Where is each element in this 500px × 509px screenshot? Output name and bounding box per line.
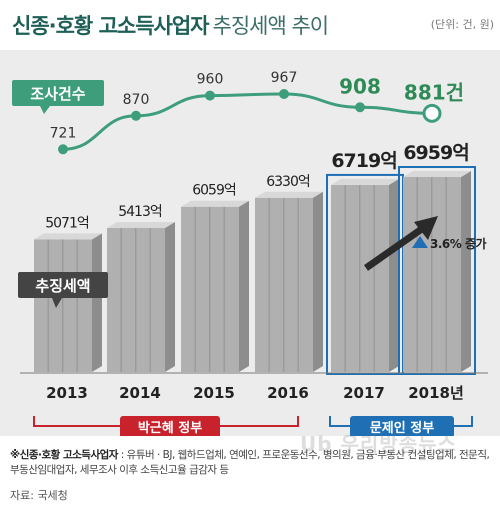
- line-point: [131, 110, 141, 121]
- bar-stripe: [268, 197, 270, 372]
- title-main: 신종·호황 고소득사업자: [12, 14, 209, 38]
- bar-3: [255, 191, 323, 372]
- park-label-box: [120, 416, 220, 436]
- bar-1: [107, 222, 175, 372]
- bar-top: [181, 200, 249, 207]
- bar-stripe: [416, 177, 418, 372]
- bar-stripe: [359, 184, 361, 372]
- bar-stripe: [149, 228, 151, 372]
- cases-tag-label: 조사건수: [30, 85, 85, 103]
- bar-side: [92, 233, 102, 372]
- bar-stripe: [194, 206, 196, 372]
- bar-5: [398, 166, 476, 375]
- bar-stripe: [120, 228, 122, 372]
- bar-value-label: 5071억: [45, 215, 89, 231]
- increase-arrow: 3.6% 증가: [363, 216, 487, 271]
- bar-stripe: [373, 184, 375, 372]
- gov-park-label: 박근혜 정부: [138, 420, 202, 436]
- bar-stripe: [62, 239, 64, 372]
- line-point: [279, 89, 289, 99]
- line-value-label: 881건: [404, 80, 464, 104]
- line-point: [355, 102, 365, 113]
- footnote-body: : 유튜버 · BJ, 웹하드업체, 연예인, 프로운동선수, 병의원, 금융·…: [10, 449, 490, 476]
- bar-value-label: 6059억: [192, 183, 236, 199]
- title-sub: 추징세액 추이: [212, 14, 330, 38]
- line-layer: 721 870 960 967 908 881건: [50, 70, 464, 155]
- bar-highlight: [398, 166, 476, 375]
- bar-top: [255, 191, 323, 198]
- bar-side: [165, 222, 175, 372]
- footnote-head: ※신종·호황 고소득사업자: [10, 449, 118, 461]
- cases-tag-pointer: [40, 106, 50, 114]
- bar-0: [34, 233, 102, 372]
- unit-label: (단위: 건, 원): [430, 18, 494, 31]
- gov-moon-label: 문제인 정부: [370, 420, 434, 436]
- footnote: ※신종·호황 고소득사업자 : 유튜버 · BJ, 웹하드업체, 연예인, 프로…: [10, 448, 490, 478]
- bar-stripe: [135, 228, 137, 372]
- tax-tag-label: 추징세액: [35, 277, 90, 295]
- cases-line: [62, 92, 433, 151]
- x-tick-label: 2018년: [408, 384, 464, 402]
- bar-side: [313, 191, 323, 372]
- bar-stripe: [209, 206, 211, 372]
- chart-area: 5071억 5413억 6059억 6330억 6719억 6959억 2013 2014 20…: [12, 70, 488, 436]
- gov-park-bracket: 박근혜 정부: [33, 416, 299, 436]
- arrow-head: [414, 216, 438, 240]
- bar-4: [326, 173, 404, 375]
- cases-tag-box: [12, 80, 104, 106]
- bar-stripe: [283, 197, 285, 372]
- bar-top: [331, 178, 399, 185]
- increase-label: 3.6% 증가: [430, 236, 486, 251]
- bar-value-label: 5413억: [118, 204, 162, 220]
- x-tick-label: 2013: [46, 384, 88, 402]
- line-value-label: 908: [339, 74, 381, 98]
- bar-stripe: [223, 206, 225, 372]
- bar-2: [181, 200, 249, 372]
- bar-stripe: [76, 239, 78, 372]
- chart-title: 신종·호황 고소득사업자 추징세액 추이: [12, 10, 488, 46]
- bar-value-label: 6959억: [403, 142, 468, 164]
- bar-side: [389, 178, 399, 372]
- bar-stripe: [344, 184, 346, 372]
- bar-stripe: [297, 197, 299, 372]
- bar-top: [34, 233, 102, 240]
- x-tick-label: 2017: [343, 384, 385, 402]
- tax-tag-pointer: [52, 298, 62, 308]
- x-tick-label: 2016: [267, 384, 309, 402]
- tax-tag: 추징세액: [18, 272, 108, 308]
- triangle-up-icon: [412, 236, 428, 248]
- line-point-last: [422, 103, 442, 123]
- line-value-label: 721: [50, 125, 77, 141]
- x-tick-label: 2015: [193, 384, 235, 402]
- bar-side: [461, 171, 471, 372]
- source-label: 자료: 국세청: [10, 489, 68, 502]
- tax-tag-box: [18, 272, 108, 298]
- line-value-label: 870: [123, 92, 150, 108]
- x-tick-label: 2014: [119, 384, 161, 402]
- bar-stripe: [47, 239, 49, 372]
- bar-top: [403, 171, 471, 177]
- line-value-label: 960: [197, 72, 224, 88]
- bar-value-label: 6719억: [331, 150, 396, 172]
- gov-moon-bracket: 문제인 정부: [329, 416, 473, 436]
- bar-stripe: [431, 177, 433, 372]
- bar-stripe: [445, 177, 447, 372]
- line-value-label: 967: [271, 70, 298, 86]
- line-point: [205, 90, 215, 101]
- bar-value-label: 6330억: [266, 174, 310, 190]
- bar-side: [239, 200, 249, 372]
- moon-label-box: [350, 416, 454, 436]
- arrow-shaft: [363, 223, 429, 271]
- line-point: [58, 144, 68, 155]
- bars-layer: 5071억 5413억 6059억 6330억 6719억 6959억 2013 2014 20…: [20, 142, 488, 402]
- bar-top: [107, 222, 175, 229]
- cases-tag: 조사건수: [12, 80, 104, 114]
